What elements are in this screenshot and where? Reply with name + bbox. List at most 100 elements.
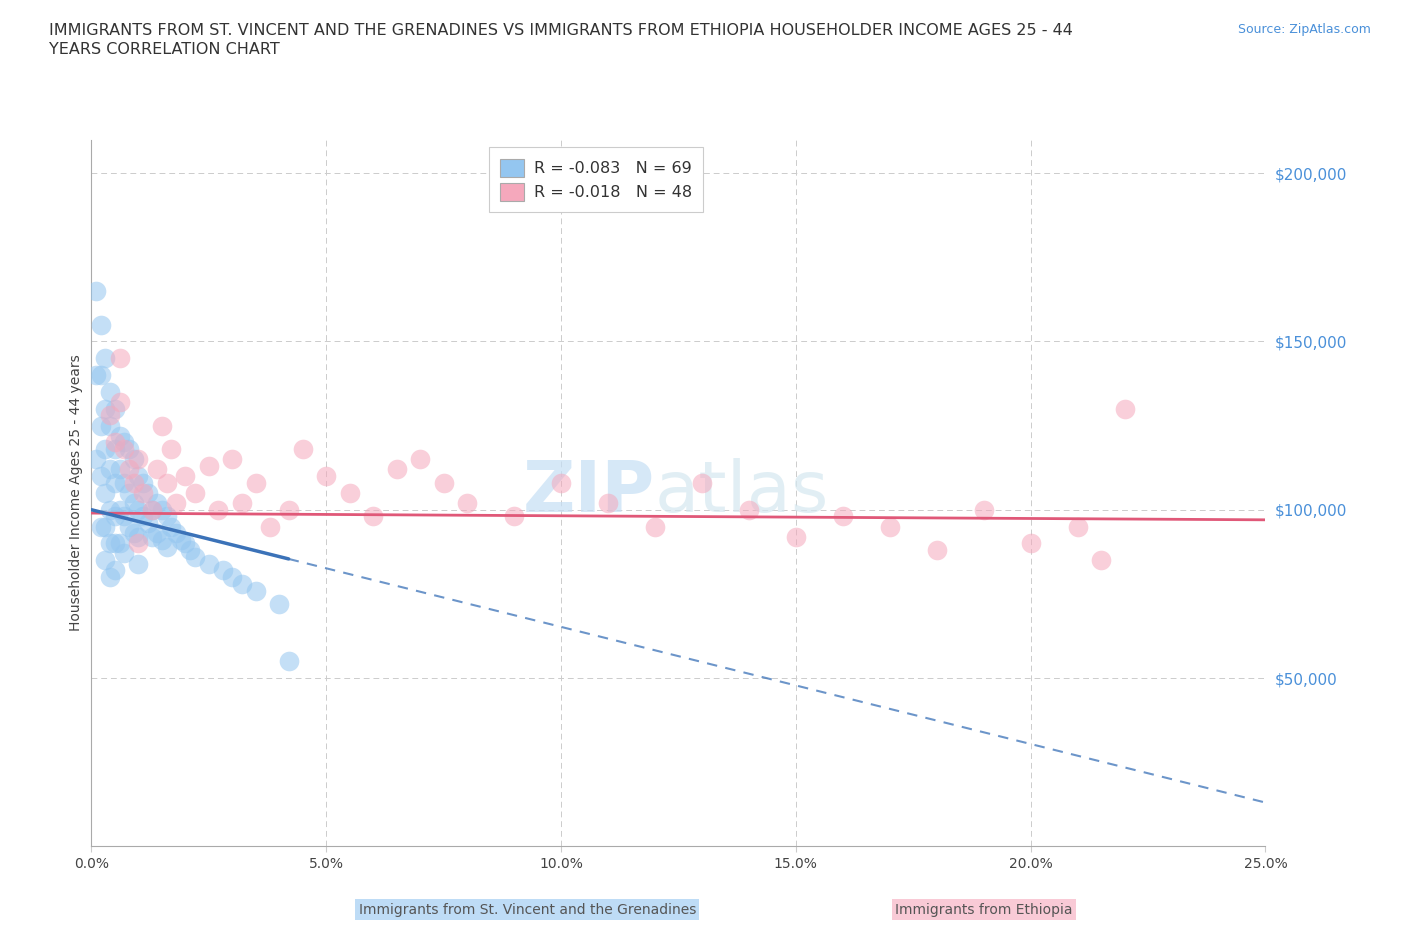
Point <box>277 502 299 517</box>
Point <box>207 502 229 517</box>
Point <box>1114 402 1136 417</box>
Point <box>127 556 149 571</box>
Point <box>98 462 121 477</box>
Point <box>160 442 183 457</box>
Point <box>385 462 408 477</box>
Point <box>94 351 117 365</box>
Point <box>315 469 337 484</box>
Text: Immigrants from St. Vincent and the Grenadines: Immigrants from St. Vincent and the Gren… <box>359 902 696 917</box>
Point <box>90 317 112 332</box>
Point <box>104 475 127 490</box>
Point <box>127 529 149 544</box>
Point <box>245 475 267 490</box>
Point <box>973 502 995 517</box>
Point <box>112 475 135 490</box>
Point <box>165 496 187 511</box>
Point <box>118 519 141 534</box>
Point <box>785 529 807 544</box>
Point <box>146 525 169 540</box>
Point <box>122 496 145 511</box>
Point <box>183 485 205 500</box>
Point <box>94 485 117 500</box>
Point <box>122 525 145 540</box>
Point <box>112 442 135 457</box>
Point <box>503 509 526 524</box>
Point <box>141 529 163 544</box>
Point <box>122 475 145 490</box>
Point <box>98 384 121 399</box>
Point <box>94 552 117 567</box>
Point <box>277 654 299 669</box>
Point <box>1066 519 1088 534</box>
Point <box>108 351 131 365</box>
Point <box>183 550 205 565</box>
Point <box>118 442 141 457</box>
Point <box>94 442 117 457</box>
Point <box>108 502 131 517</box>
Point <box>169 533 191 548</box>
Point <box>197 556 219 571</box>
Point <box>550 475 572 490</box>
Point <box>339 485 361 500</box>
Point <box>127 469 149 484</box>
Point <box>231 496 253 511</box>
Point <box>132 485 155 500</box>
Point <box>84 284 107 299</box>
Text: atlas: atlas <box>655 458 830 527</box>
Point <box>212 563 235 578</box>
Point <box>112 509 135 524</box>
Point <box>165 525 187 540</box>
Point <box>174 469 197 484</box>
Point <box>90 367 112 382</box>
Point <box>94 519 117 534</box>
Text: IMMIGRANTS FROM ST. VINCENT AND THE GRENADINES VS IMMIGRANTS FROM ETHIOPIA HOUSE: IMMIGRANTS FROM ST. VINCENT AND THE GREN… <box>49 23 1073 38</box>
Point <box>160 519 183 534</box>
Point <box>361 509 384 524</box>
Point <box>269 596 291 611</box>
Point <box>104 402 127 417</box>
Point <box>690 475 713 490</box>
Point <box>104 442 127 457</box>
Point <box>98 502 121 517</box>
Point <box>146 496 169 511</box>
Point <box>136 485 159 500</box>
Point <box>150 418 173 433</box>
Point <box>879 519 901 534</box>
Point <box>644 519 666 534</box>
Point <box>141 502 163 517</box>
Point <box>1019 536 1042 551</box>
Point <box>84 367 107 382</box>
Point <box>197 458 219 473</box>
Point <box>108 394 131 409</box>
Point <box>90 418 112 433</box>
Point <box>108 428 131 443</box>
Point <box>231 577 253 591</box>
Point <box>456 496 478 511</box>
Point <box>94 402 117 417</box>
Point <box>108 536 131 551</box>
Point <box>118 462 141 477</box>
Point <box>155 509 177 524</box>
Point <box>132 475 155 490</box>
Point <box>738 502 761 517</box>
Point <box>831 509 853 524</box>
Point <box>98 536 121 551</box>
Point <box>155 475 177 490</box>
Point <box>925 543 948 558</box>
Point <box>127 536 149 551</box>
Point <box>150 502 173 517</box>
Text: YEARS CORRELATION CHART: YEARS CORRELATION CHART <box>49 42 280 57</box>
Point <box>98 569 121 584</box>
Point <box>132 509 155 524</box>
Point <box>245 583 267 598</box>
Point <box>112 435 135 450</box>
Point <box>259 519 281 534</box>
Point <box>179 543 201 558</box>
Point <box>108 462 131 477</box>
Point <box>136 516 159 531</box>
Point <box>174 536 197 551</box>
Text: Immigrants from Ethiopia: Immigrants from Ethiopia <box>896 902 1073 917</box>
Point <box>127 502 149 517</box>
Point <box>122 452 145 467</box>
Text: ZIP: ZIP <box>523 458 655 527</box>
